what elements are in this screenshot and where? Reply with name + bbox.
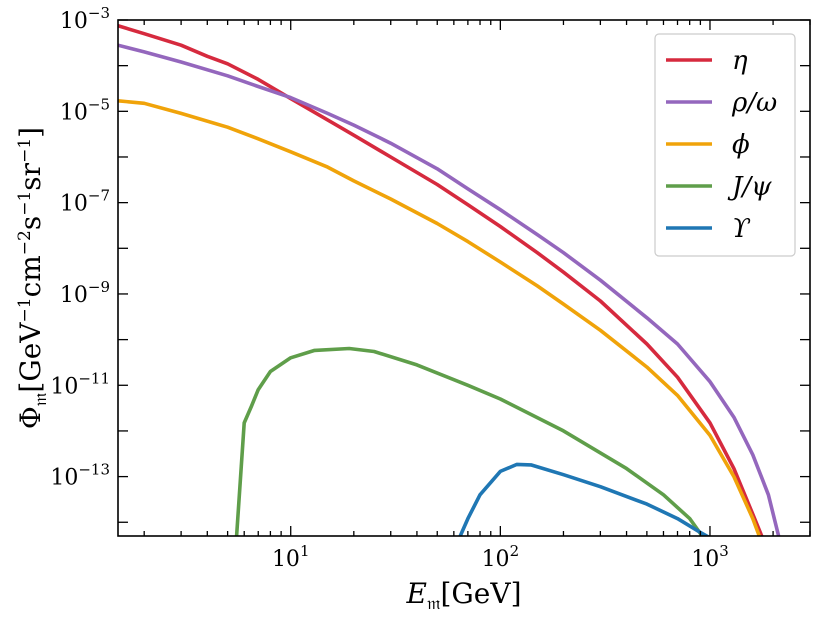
- y-tick-label: 10−9: [60, 278, 110, 308]
- legend-label-1: ρ/ω: [731, 88, 777, 118]
- x-tick-label: 102: [482, 542, 520, 572]
- legend-label-0: η: [732, 46, 748, 76]
- y-tick-label: 10−7: [60, 187, 110, 217]
- x-tick-label: 101: [272, 542, 310, 572]
- legend-label-2: ϕ: [732, 130, 750, 160]
- y-tick-label: 10−5: [60, 95, 110, 125]
- legend-label-3: J/ψ: [727, 172, 772, 202]
- tick-layer: 101 102 103 10−3 10−5 10−7 10−9 10−11 10−13: [50, 4, 811, 572]
- series-line-4: [458, 462, 711, 536]
- y-tick-label: 10−13: [50, 461, 110, 491]
- series-line-3: [234, 346, 705, 536]
- x-axis-label: E𝔪[GeV]: [405, 577, 521, 614]
- legend: η ρ/ω ϕ J/ψ ϒ: [654, 33, 796, 257]
- series-line-1: [118, 43, 781, 536]
- series-line-2: [118, 99, 762, 536]
- plot-frame: [117, 19, 811, 537]
- legend-label-4: ϒ: [732, 214, 751, 244]
- y-axis-label: Φ𝔪[GeV−1cm−2s−1sr−1]: [14, 127, 51, 429]
- legend-box: [654, 33, 796, 257]
- series-line-0: [118, 23, 764, 536]
- series-layer: [118, 23, 781, 536]
- x-tick-label: 103: [691, 542, 729, 572]
- y-tick-label: 10−11: [50, 369, 110, 399]
- y-tick-label: 10−3: [60, 4, 110, 34]
